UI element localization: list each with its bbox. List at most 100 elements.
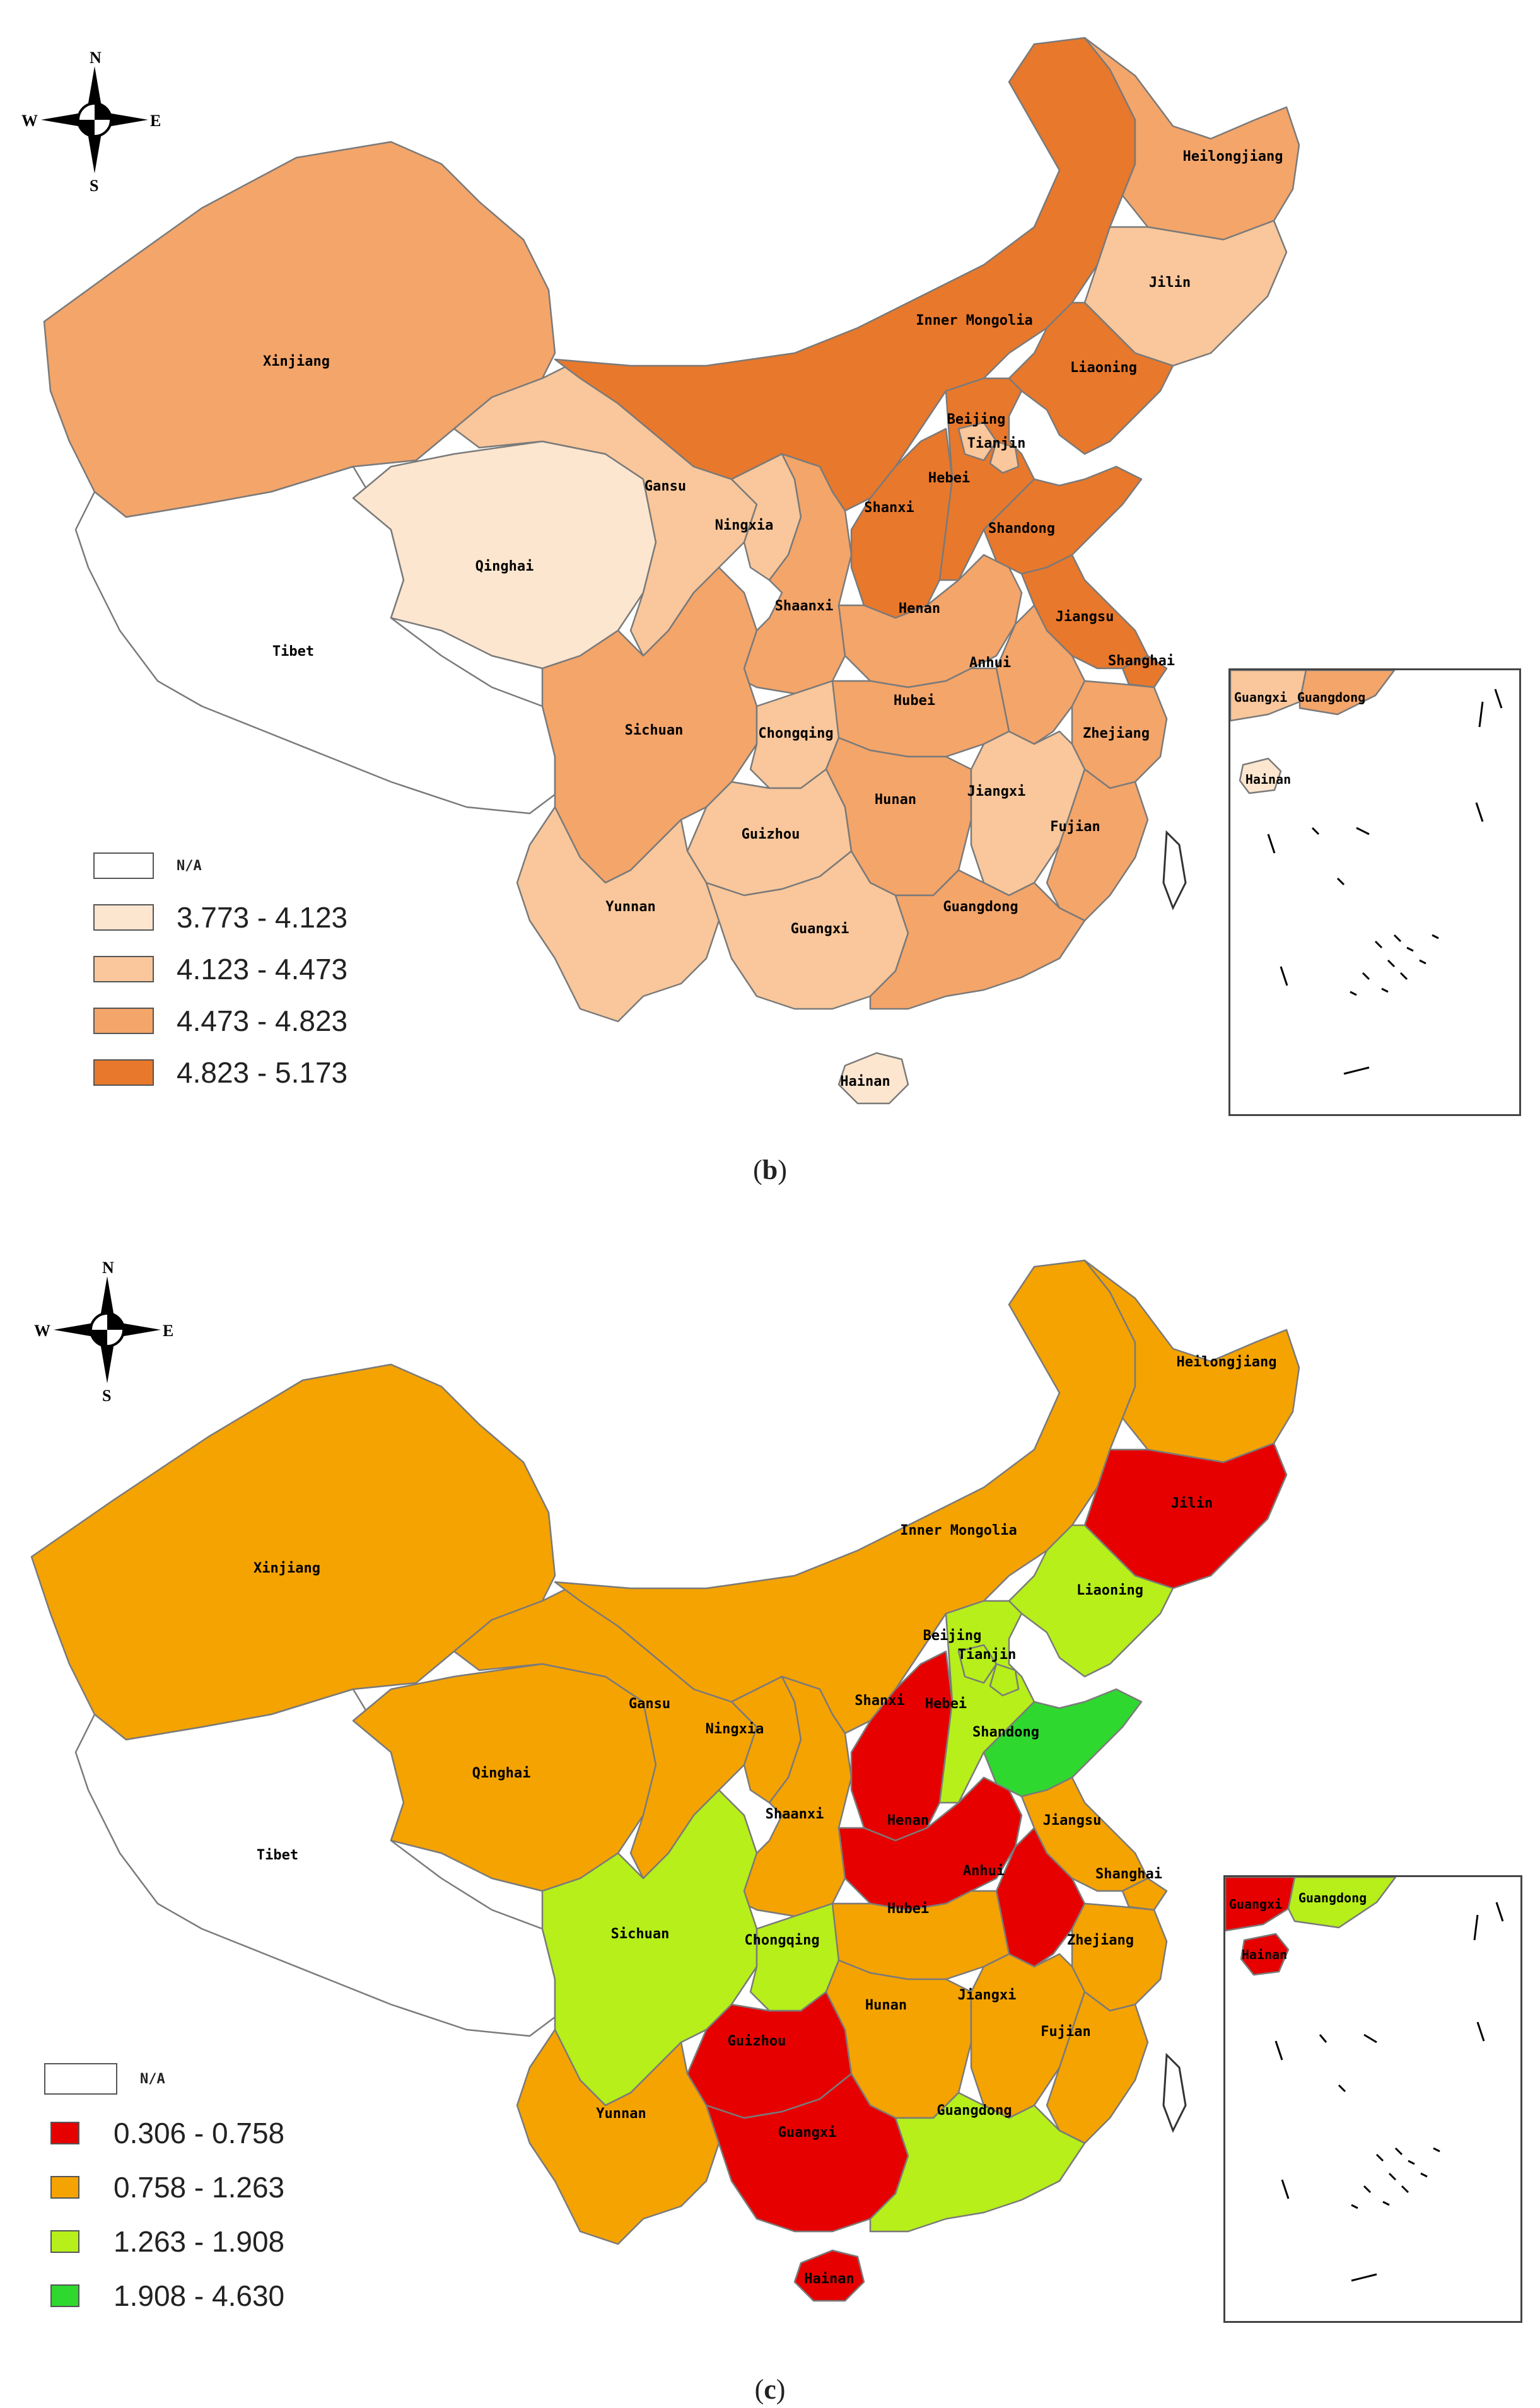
label-heilongjiang: Heilongjiang [1177, 1354, 1277, 1370]
legend-swatch [50, 2122, 79, 2144]
legend-swatch [44, 2063, 117, 2095]
province-tianjin [989, 440, 1020, 474]
province-labels-b: Heilongjiang Jilin Inner Mongolia Liaoni… [263, 149, 1283, 1090]
provinces-c [30, 1259, 1300, 2302]
inset-label-hainan: Hainan [1245, 772, 1291, 787]
china-map-c: N S W E [30, 1259, 1300, 2302]
inset-label-guangdong: Guangdong [1298, 1890, 1367, 1905]
label-hebei: Hebei [928, 470, 970, 486]
label-heilongjiang: Heilongjiang [1183, 149, 1283, 165]
inset-islands-icon [1275, 1902, 1504, 2282]
label-yunnan: Yunnan [596, 2106, 646, 2122]
label-yunnan: Yunnan [605, 899, 655, 915]
compass-w: W [34, 1322, 50, 1340]
label-tibet: Tibet [272, 644, 314, 660]
legend-label: 0.306 - 0.758 [114, 2117, 285, 2149]
label-fujian: Fujian [1041, 2024, 1090, 2040]
compass-rose-icon: N S W E [34, 1259, 173, 1405]
inset-guangdong [1298, 670, 1396, 716]
label-hainan: Hainan [840, 1074, 890, 1090]
label-inner-mongolia: Inner Mongolia [916, 313, 1032, 329]
label-guizhou: Guizhou [728, 2033, 786, 2049]
legend-swatch [93, 956, 154, 982]
province-liaoning [1008, 301, 1174, 455]
china-map-b: N S W E [21, 37, 1300, 1105]
inset-hainan [1239, 757, 1282, 794]
legend-swatch [93, 1059, 154, 1086]
label-guangxi: Guangxi [791, 921, 849, 937]
inset-map-c: Guangxi Guangdong Hainan [1225, 1877, 1504, 2282]
province-shaanxi [730, 1675, 853, 1917]
label-anhui: Anhui [969, 655, 1011, 671]
label-tianjin: Tianjin [958, 1647, 1017, 1663]
label-hebei: Hebei [925, 1696, 967, 1712]
legend-item-2: 0.758 - 1.263 [44, 2171, 285, 2204]
province-guangdong [869, 2091, 1086, 2233]
label-liaoning: Liaoning [1070, 360, 1137, 376]
inset-guangdong [1287, 1877, 1397, 1929]
label-anhui: Anhui [963, 1863, 1005, 1879]
inset-label-guangdong: Guangdong [1297, 690, 1365, 705]
taiwan-outline [1162, 830, 1187, 910]
province-yunnan [516, 806, 720, 1023]
compass-s: S [102, 1387, 111, 1405]
inset-islands-icon [1267, 689, 1503, 1075]
province-fujian [1046, 768, 1149, 922]
label-zhejiang: Zhejiang [1067, 1933, 1134, 1948]
compass-rose-icon: N S W E [21, 49, 161, 195]
label-xinjiang: Xinjiang [263, 354, 330, 369]
legend-swatch [50, 2284, 79, 2307]
label-shandong: Shandong [972, 1725, 1039, 1740]
label-gansu: Gansu [629, 1696, 670, 1712]
caption-c: (c) [0, 2373, 1540, 2405]
legend-label: 0.758 - 1.263 [114, 2171, 285, 2204]
legend-label: 4.123 - 4.473 [177, 953, 348, 986]
compass-w: W [21, 112, 38, 130]
label-henan: Henan [899, 601, 940, 617]
legend-item-4: 1.908 - 4.630 [44, 2279, 284, 2312]
province-shaanxi [730, 453, 853, 695]
label-hubei: Hubei [887, 1901, 929, 1917]
legend-label: 4.473 - 4.823 [177, 1004, 348, 1037]
label-qinghai: Qinghai [475, 559, 534, 574]
label-tibet: Tibet [257, 1847, 298, 1863]
legend-item-2: 4.123 - 4.473 [93, 953, 348, 986]
legend-item-na: N/A [44, 2063, 165, 2095]
label-jilin: Jilin [1171, 1496, 1213, 1511]
province-hainan [793, 2249, 865, 2302]
inset-guangxi [1230, 670, 1307, 722]
province-guangdong [869, 869, 1086, 1010]
legend-label: N/A [140, 2071, 165, 2087]
label-hunan: Hunan [865, 1998, 907, 2013]
label-inner-mongolia: Inner Mongolia [900, 1523, 1017, 1538]
label-jiangsu: Jiangsu [1043, 1813, 1102, 1829]
label-guangxi: Guangxi [778, 2125, 837, 2141]
compass-n: N [102, 1259, 114, 1277]
legend-label: 3.773 - 4.123 [177, 901, 348, 934]
legend-swatch [50, 2176, 79, 2199]
caption-open: ( [753, 1155, 762, 1185]
caption-letter: b [762, 1155, 778, 1185]
label-jilin: Jilin [1149, 275, 1191, 291]
label-hunan: Hunan [875, 792, 916, 808]
legend-item-3: 4.473 - 4.823 [93, 1004, 348, 1037]
province-shanghai [1121, 654, 1168, 689]
legend-swatch [93, 904, 154, 931]
south-china-sea-inset-c: Guangxi Guangdong Hainan [1223, 1875, 1522, 2323]
inset-label-hainan: Hainan [1242, 1947, 1287, 1962]
legend-swatch [93, 1008, 154, 1034]
label-fujian: Fujian [1050, 819, 1100, 835]
compass-e: E [150, 112, 161, 130]
provinces-b [43, 37, 1300, 1105]
legend-swatch [50, 2230, 79, 2253]
label-gansu: Gansu [645, 479, 686, 494]
label-ningxia: Ningxia [706, 1721, 764, 1737]
caption-open: ( [754, 2374, 764, 2405]
province-fujian [1046, 1991, 1149, 2144]
caption-letter: c [764, 2374, 776, 2405]
inset-label-guangxi: Guangxi [1229, 1897, 1282, 1912]
caption-close: ) [778, 1155, 787, 1185]
label-ningxia: Ningxia [715, 518, 774, 533]
inset-label-guangxi: Guangxi [1234, 690, 1287, 705]
label-guangdong: Guangdong [943, 899, 1018, 915]
